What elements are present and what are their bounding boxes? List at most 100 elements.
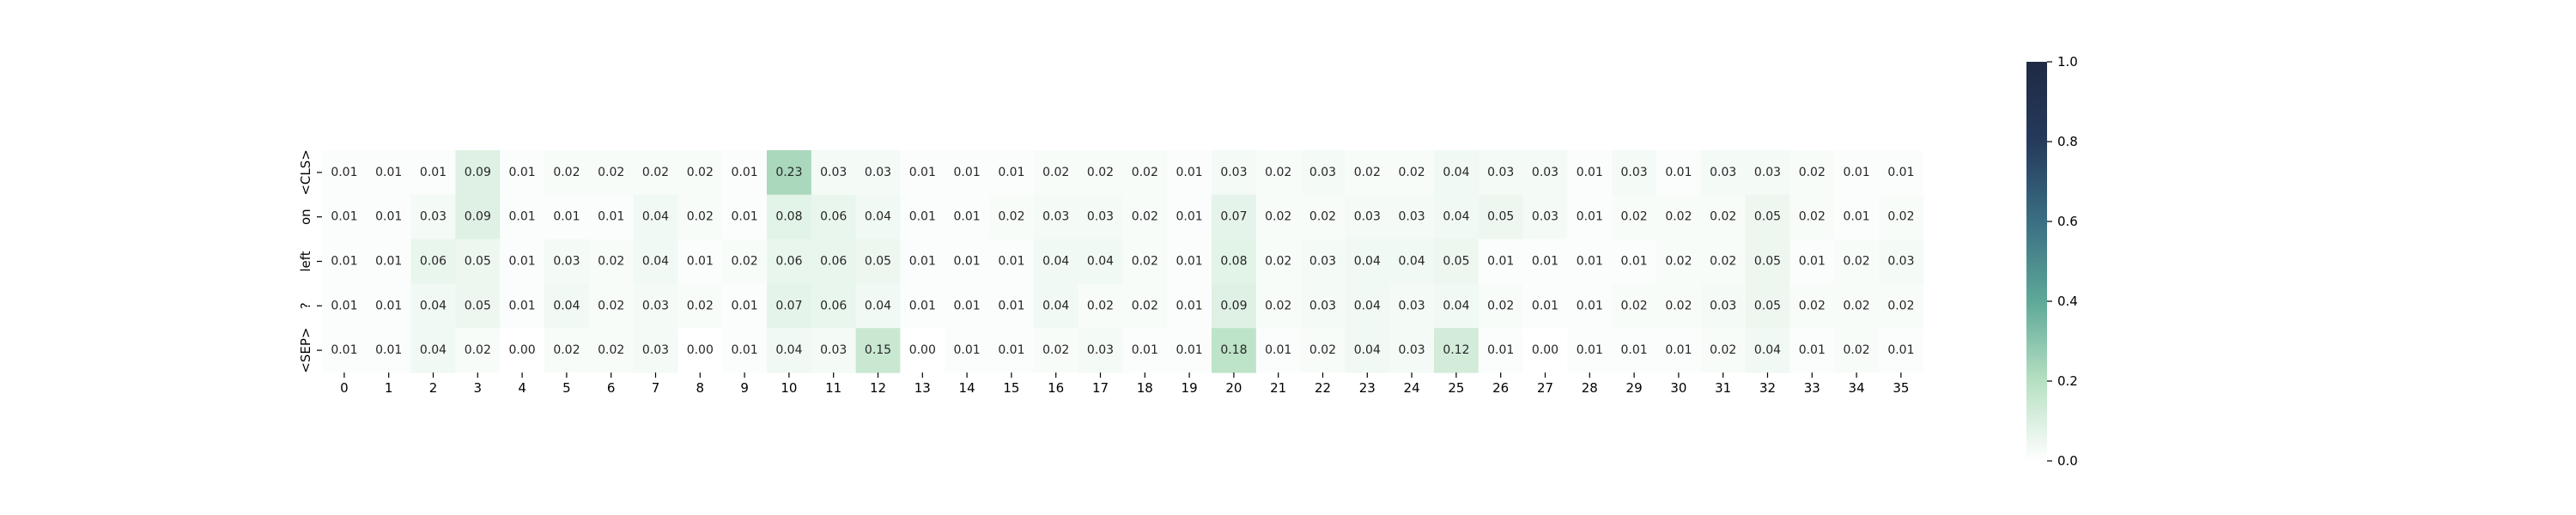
heatmap-cell xyxy=(1522,328,1568,373)
heatmap-cell xyxy=(855,239,901,284)
heatmap-cell xyxy=(1612,283,1657,329)
cell-value-label: 0.01 xyxy=(1844,166,1870,179)
heatmap-cell xyxy=(1522,239,1568,284)
heatmap-cell xyxy=(1567,283,1613,329)
y-axis-tick-labels: <CLS> on left? <SEP> xyxy=(298,149,322,373)
cell-value-label: 0.01 xyxy=(998,343,1024,357)
heatmap-cell xyxy=(855,328,901,373)
cell-value-label: 0.04 xyxy=(1443,210,1469,224)
cell-value-label: 0.02 xyxy=(553,166,580,179)
heatmap-cell xyxy=(945,239,990,284)
cell-value-label: 0.01 xyxy=(1176,255,1203,269)
cell-value-label: 0.00 xyxy=(509,343,536,357)
y-tick-label: ? xyxy=(298,302,313,309)
x-tick-label: 22 xyxy=(1315,380,1331,396)
cell-value-label: 0.01 xyxy=(1799,255,1826,269)
x-tick-label: 10 xyxy=(781,380,797,396)
cell-value-label: 0.01 xyxy=(1176,210,1203,224)
cell-value-label: 0.01 xyxy=(509,255,536,269)
x-tick-label: 28 xyxy=(1582,380,1598,396)
heatmap-cell xyxy=(1834,239,1880,284)
colorbar-tick-label: 0.4 xyxy=(2057,294,2078,309)
heatmap-cell xyxy=(1033,328,1079,373)
heatmap-cell xyxy=(1522,150,1568,196)
cell-value-label: 0.09 xyxy=(1220,299,1247,312)
cell-value-label: 0.05 xyxy=(865,255,891,269)
cell-value-label: 0.03 xyxy=(1309,166,1336,179)
x-tick-label: 32 xyxy=(1759,380,1776,396)
heatmap-cell xyxy=(410,239,456,284)
cell-value-label: 0.04 xyxy=(420,299,447,312)
x-tick-label: 33 xyxy=(1804,380,1820,396)
heatmap-cell xyxy=(1300,239,1346,284)
heatmap-cell xyxy=(1478,150,1524,196)
cell-value-label: 0.01 xyxy=(998,166,1024,179)
heatmap-cell xyxy=(1434,328,1479,373)
cell-value-label: 0.02 xyxy=(1132,299,1158,312)
cell-value-label: 0.01 xyxy=(909,166,936,179)
heatmap-cell xyxy=(1700,194,1747,240)
heatmap-cell xyxy=(811,194,857,240)
heatmap-cell xyxy=(410,328,456,373)
heatmap-cell xyxy=(1389,328,1435,373)
cell-value-label: 0.02 xyxy=(687,166,714,179)
cell-value-label: 0.02 xyxy=(1799,299,1826,312)
cell-value-label: 0.02 xyxy=(1354,166,1381,179)
heatmap-cell xyxy=(1434,150,1479,196)
cell-value-label: 0.02 xyxy=(1710,343,1736,357)
cell-value-label: 0.01 xyxy=(998,255,1024,269)
cell-value-label: 0.00 xyxy=(909,343,936,357)
heatmap-cell xyxy=(1834,283,1880,329)
heatmap-cell xyxy=(1212,150,1257,196)
heatmap-cell xyxy=(1434,194,1479,240)
cell-value-label: 0.01 xyxy=(1887,343,1914,357)
heatmap-cell xyxy=(1656,239,1702,284)
cell-value-label: 0.01 xyxy=(1887,166,1914,179)
cell-value-label: 0.01 xyxy=(1577,255,1603,269)
cell-value-label: 0.03 xyxy=(1309,255,1336,269)
heatmap-cell xyxy=(855,283,901,329)
heatmap-cell xyxy=(1789,328,1835,373)
heatmap-cell xyxy=(544,194,590,240)
heatmap-cell xyxy=(322,194,368,240)
heatmap-cell xyxy=(1167,194,1212,240)
heatmap-cell xyxy=(1834,328,1880,373)
cell-value-label: 0.01 xyxy=(509,166,536,179)
heatmap-cell xyxy=(544,239,590,284)
cell-value-label: 0.00 xyxy=(1532,343,1558,357)
colorbar-tick-label: 0.2 xyxy=(2057,373,2078,389)
cell-value-label: 0.03 xyxy=(1399,210,1425,224)
cell-value-label: 0.09 xyxy=(465,210,491,224)
cell-value-label: 0.18 xyxy=(1220,343,1247,357)
heatmap-cell xyxy=(989,194,1035,240)
cell-value-label: 0.02 xyxy=(1265,166,1291,179)
heatmap-cell xyxy=(1656,328,1702,373)
x-tick-label: 35 xyxy=(1893,380,1909,396)
x-tick-label: 34 xyxy=(1849,380,1865,396)
heatmap-cell xyxy=(677,239,723,284)
heatmap-cell xyxy=(455,328,501,373)
cell-value-label: 0.06 xyxy=(420,255,447,269)
heatmap-cell xyxy=(1522,283,1568,329)
heatmap-cell xyxy=(1700,283,1747,329)
cell-value-label: 0.03 xyxy=(1220,166,1247,179)
heatmap-cell xyxy=(366,239,412,284)
cell-value-label: 0.04 xyxy=(642,255,669,269)
heatmap-cell xyxy=(1389,283,1435,329)
heatmap-cell xyxy=(677,150,723,196)
heatmap-cell xyxy=(1122,194,1168,240)
cell-value-label: 0.02 xyxy=(1087,166,1114,179)
heatmap-cell xyxy=(1612,150,1657,196)
heatmap-cell xyxy=(1478,283,1524,329)
cell-value-label: 0.04 xyxy=(865,299,891,312)
x-tick-label: 6 xyxy=(607,380,616,396)
heatmap-cell xyxy=(544,150,590,196)
cell-value-label: 0.06 xyxy=(775,255,802,269)
heatmap-cell xyxy=(1612,239,1657,284)
cell-value-label: 0.01 xyxy=(375,166,402,179)
heatmap-cell xyxy=(945,283,990,329)
cell-value-label: 0.08 xyxy=(775,210,802,224)
heatmap-cell xyxy=(455,283,501,329)
cell-value-label: 0.02 xyxy=(1799,166,1826,179)
cell-value-label: 0.04 xyxy=(1443,166,1469,179)
